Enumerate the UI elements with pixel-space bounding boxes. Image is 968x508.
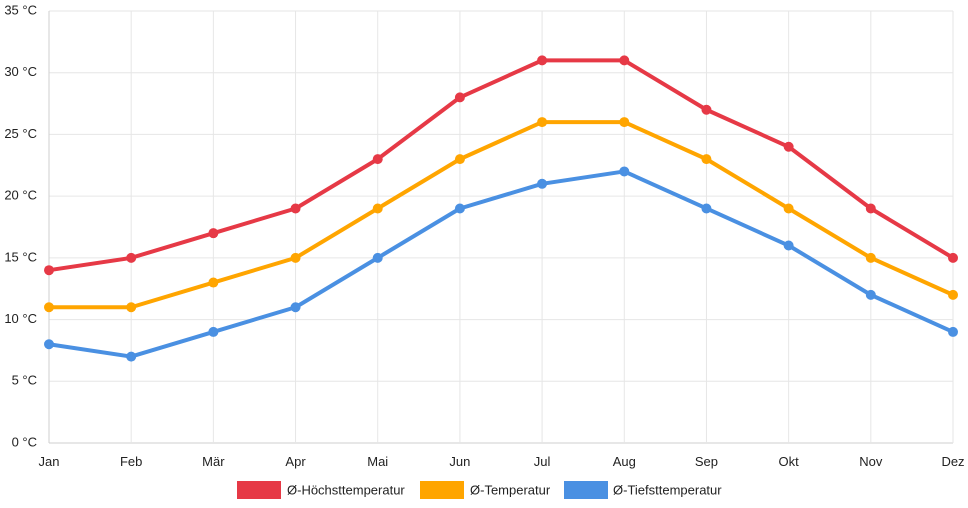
y-tick-label: 0 °C bbox=[12, 434, 37, 449]
series-layer bbox=[44, 55, 958, 362]
series-line bbox=[47, 58, 955, 273]
x-tick-label: Jan bbox=[39, 454, 60, 469]
data-point[interactable] bbox=[208, 326, 219, 337]
data-point[interactable] bbox=[783, 203, 794, 214]
data-point[interactable] bbox=[701, 104, 712, 115]
data-point[interactable] bbox=[783, 240, 794, 251]
data-point[interactable] bbox=[537, 117, 548, 128]
data-point[interactable] bbox=[454, 203, 465, 214]
series-2 bbox=[44, 166, 958, 362]
data-point[interactable] bbox=[44, 302, 54, 313]
data-point[interactable] bbox=[619, 55, 630, 66]
data-point[interactable] bbox=[865, 289, 876, 300]
data-point[interactable] bbox=[865, 252, 876, 263]
x-tick-label: Jul bbox=[534, 454, 551, 469]
data-point[interactable] bbox=[126, 351, 137, 362]
data-point[interactable] bbox=[948, 289, 958, 300]
legend-label: Ø-Temperatur bbox=[470, 482, 551, 497]
data-point[interactable] bbox=[537, 55, 548, 66]
data-point[interactable] bbox=[537, 178, 548, 189]
data-point[interactable] bbox=[208, 228, 219, 239]
series-0 bbox=[44, 55, 958, 276]
data-point[interactable] bbox=[44, 265, 54, 276]
data-point[interactable] bbox=[865, 203, 876, 214]
data-point[interactable] bbox=[126, 302, 137, 313]
data-point[interactable] bbox=[619, 166, 630, 177]
data-point[interactable] bbox=[948, 252, 958, 263]
y-tick-label: 25 °C bbox=[4, 126, 37, 141]
y-tick-label: 35 °C bbox=[4, 2, 37, 17]
y-tick-label: 10 °C bbox=[4, 311, 37, 326]
legend-swatch bbox=[420, 481, 464, 499]
data-point[interactable] bbox=[290, 252, 301, 263]
x-tick-label: Sep bbox=[695, 454, 718, 469]
x-tick-label: Mär bbox=[202, 454, 225, 469]
legend-label: Ø-Höchsttemperatur bbox=[287, 482, 405, 497]
y-tick-label: 5 °C bbox=[12, 373, 37, 388]
series-line bbox=[47, 120, 955, 310]
data-point[interactable] bbox=[701, 203, 712, 214]
legend-swatch bbox=[564, 481, 608, 499]
x-tick-label: Apr bbox=[285, 454, 306, 469]
series-line bbox=[47, 169, 955, 359]
data-point[interactable] bbox=[783, 141, 794, 152]
data-point[interactable] bbox=[948, 326, 958, 337]
data-point[interactable] bbox=[701, 154, 712, 165]
legend-item[interactable]: Ø-Tiefsttemperatur bbox=[564, 481, 722, 499]
data-point[interactable] bbox=[619, 117, 630, 128]
data-point[interactable] bbox=[372, 252, 383, 263]
y-tick-label: 30 °C bbox=[4, 64, 37, 79]
x-tick-label: Aug bbox=[613, 454, 636, 469]
data-point[interactable] bbox=[208, 277, 219, 288]
x-tick-label: Dez bbox=[941, 454, 964, 469]
x-tick-label: Feb bbox=[120, 454, 142, 469]
y-tick-label: 20 °C bbox=[4, 188, 37, 203]
legend-item[interactable]: Ø-Temperatur bbox=[420, 481, 551, 499]
x-tick-label: Okt bbox=[779, 454, 800, 469]
data-point[interactable] bbox=[454, 92, 465, 103]
x-tick-label: Mai bbox=[367, 454, 388, 469]
legend-item[interactable]: Ø-Höchsttemperatur bbox=[237, 481, 405, 499]
data-point[interactable] bbox=[372, 154, 383, 165]
data-point[interactable] bbox=[126, 252, 137, 263]
series-1 bbox=[44, 117, 958, 313]
data-point[interactable] bbox=[454, 154, 465, 165]
legend-label: Ø-Tiefsttemperatur bbox=[613, 482, 722, 497]
x-tick-label: Nov bbox=[859, 454, 883, 469]
y-tick-label: 15 °C bbox=[4, 249, 37, 264]
data-point[interactable] bbox=[372, 203, 383, 214]
axis-layer: 0 °C 5 °C 10 °C 15 °C 20 °C 25 °C 30 °C 35 °C Ja… bbox=[4, 2, 964, 469]
legend: Ø-Höchsttemperatur Ø-Temperatur Ø-Tiefstte… bbox=[237, 481, 722, 499]
legend-swatch bbox=[237, 481, 281, 499]
data-point[interactable] bbox=[44, 339, 54, 350]
data-point[interactable] bbox=[290, 302, 301, 313]
data-point[interactable] bbox=[290, 203, 301, 214]
x-tick-label: Jun bbox=[449, 454, 470, 469]
